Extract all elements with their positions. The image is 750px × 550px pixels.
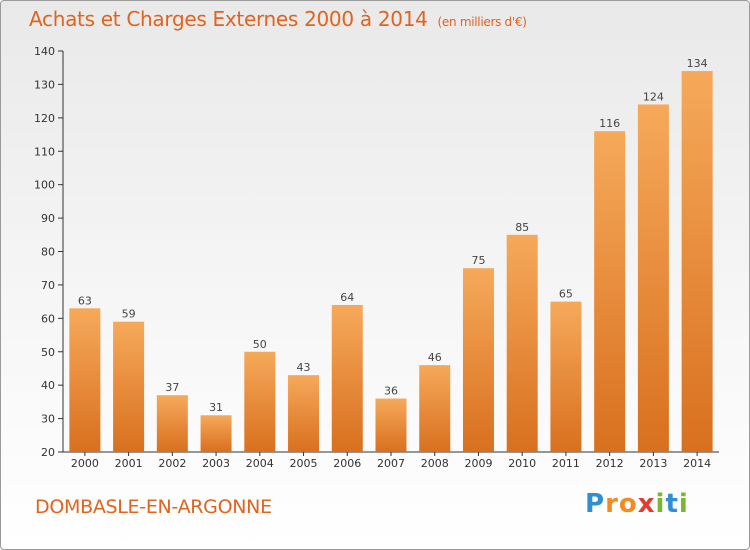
x-tick-label: 2002: [158, 457, 186, 470]
bar: [637, 104, 669, 452]
bar: [419, 365, 451, 452]
x-tick-label: 2005: [290, 457, 318, 470]
x-tick-label: 2003: [202, 457, 230, 470]
x-tick-label: 2009: [464, 457, 492, 470]
x-tick-label: 2013: [639, 457, 667, 470]
logo-letter: o: [618, 489, 638, 519]
commune-name: DOMBASLE-EN-ARGONNE: [35, 496, 272, 518]
data-label: 36: [384, 385, 398, 398]
logo-letter: P: [585, 489, 606, 519]
chart-data-labels: 63 59 37 31 50 43 64 36 46 75 85 65 116 124 134: [78, 57, 708, 414]
x-tick-label: 2014: [683, 457, 711, 470]
data-label: 134: [687, 57, 708, 70]
x-tick-label: 2008: [421, 457, 449, 470]
logo-letter: i: [678, 489, 689, 519]
y-tick-label: 90: [41, 212, 55, 225]
x-tick-label: 2012: [596, 457, 624, 470]
y-tick-label: 50: [41, 346, 55, 359]
data-label: 37: [165, 381, 179, 394]
x-tick-label: 2001: [115, 457, 143, 470]
chart-axes: 20 30 40 50 60 70 80 90 100 110 120 130 140 2000 2001 2…: [34, 45, 719, 470]
logo-letter: x: [637, 489, 656, 519]
data-label: 63: [78, 294, 92, 307]
logo-letter: i: [655, 489, 666, 519]
x-tick-label: 2006: [333, 457, 361, 470]
bar: [156, 395, 188, 452]
y-tick-label: 70: [41, 279, 55, 292]
y-tick-label: 20: [41, 446, 55, 459]
bar: [550, 301, 582, 452]
y-tick-label: 130: [34, 78, 55, 91]
logo-letter: t: [665, 489, 679, 519]
data-label: 50: [253, 338, 267, 351]
bar: [506, 234, 538, 452]
chart-bars: [69, 71, 713, 453]
data-label: 75: [471, 254, 485, 267]
chart-title: Achats et Charges Externes 2000 à 2014 (e…: [29, 7, 527, 31]
bar: [244, 351, 276, 452]
bar: [462, 268, 494, 452]
bar: [113, 321, 145, 452]
data-label: 46: [428, 351, 442, 364]
bar: [200, 415, 232, 452]
x-tick-label: 2011: [552, 457, 580, 470]
data-label: 31: [209, 401, 223, 414]
data-label: 124: [643, 90, 664, 103]
bar: [375, 398, 407, 452]
logo-letter: r: [605, 489, 619, 519]
bar: [69, 308, 101, 452]
y-tick-label: 110: [34, 145, 55, 158]
x-tick-label: 2007: [377, 457, 405, 470]
data-label: 116: [599, 117, 620, 130]
x-tick-label: 2004: [246, 457, 274, 470]
data-label: 64: [340, 291, 354, 304]
data-label: 65: [559, 288, 573, 301]
y-tick-label: 60: [41, 312, 55, 325]
chart-unit: (en milliers d'€): [437, 15, 527, 29]
x-tick-label: 2000: [71, 457, 99, 470]
y-tick-label: 80: [41, 246, 55, 259]
bar: [681, 71, 713, 453]
data-label: 85: [515, 221, 529, 234]
y-tick-label: 140: [34, 45, 55, 58]
chart-title-text: Achats et Charges Externes 2000 à 2014: [29, 7, 428, 31]
x-tick-label: 2010: [508, 457, 536, 470]
bar: [288, 375, 320, 452]
y-tick-label: 100: [34, 179, 55, 192]
data-label: 59: [122, 308, 136, 321]
proxiti-logo: Proxiti: [585, 489, 689, 519]
y-tick-label: 40: [41, 379, 55, 392]
bar: [594, 131, 626, 452]
data-label: 43: [297, 361, 311, 374]
y-tick-label: 120: [34, 112, 55, 125]
y-tick-label: 30: [41, 413, 55, 426]
bar: [331, 304, 363, 452]
